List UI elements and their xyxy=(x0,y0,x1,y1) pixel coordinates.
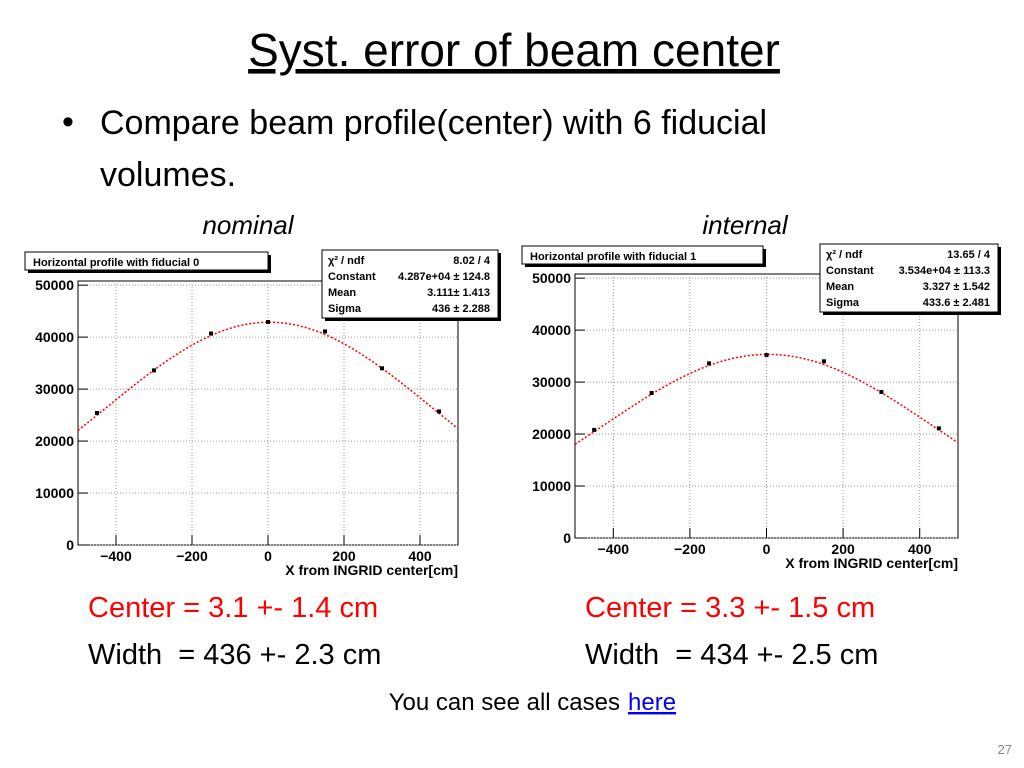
y-tick-label: 10000 xyxy=(532,478,571,494)
x-tick-label: −200 xyxy=(176,548,208,564)
stats-name: Constant xyxy=(328,271,376,283)
result-width: Width = 434 +- 2.5 cm xyxy=(585,639,878,671)
stats-box xyxy=(321,249,499,319)
stats-value: 3.534e+04 ± 113.3 xyxy=(899,265,990,277)
data-point xyxy=(649,391,654,396)
data-point xyxy=(936,426,941,431)
data-point xyxy=(266,320,270,325)
bullet-text: volumes. xyxy=(100,156,236,194)
data-point xyxy=(437,409,441,414)
stats-value: 3.327 ± 1.542 xyxy=(923,281,990,293)
footer-link[interactable]: here xyxy=(628,689,676,716)
data-point xyxy=(323,329,327,334)
x-tick-label: −200 xyxy=(674,541,706,557)
y-tick-label: 50000 xyxy=(35,277,74,293)
data-point xyxy=(764,353,769,358)
chart-title: Horizontal profile with fiducial 1 xyxy=(530,251,696,263)
stats-value: 8.02 / 4 xyxy=(453,255,491,267)
bullet-text: Compare beam profile(center) with 6 fidu… xyxy=(100,104,767,142)
y-tick-label: 0 xyxy=(563,530,571,546)
stats-name: Sigma xyxy=(328,303,362,315)
result-center: Center = 3.1 +- 1.4 cm xyxy=(88,592,378,624)
stats-box xyxy=(819,243,999,313)
x-tick-label: −400 xyxy=(598,541,630,557)
x-tick-label: −400 xyxy=(100,548,132,564)
stats-value: 4.287e+04 ± 124.8 xyxy=(398,271,490,283)
x-tick-label: 200 xyxy=(831,541,855,557)
fit-curve xyxy=(77,321,459,432)
stats-name: χ² / ndf xyxy=(328,255,365,267)
stats-value: 433.6 ± 2.481 xyxy=(923,297,990,309)
x-tick-label: 400 xyxy=(908,541,932,557)
title-box xyxy=(521,245,764,265)
stats-name: Constant xyxy=(826,265,874,277)
data-point xyxy=(152,368,156,373)
y-tick-label: 20000 xyxy=(532,426,571,442)
y-tick-label: 50000 xyxy=(532,270,571,286)
y-tick-label: 0 xyxy=(66,537,74,553)
x-tick-label: 200 xyxy=(332,548,356,564)
data-point xyxy=(592,427,597,432)
y-tick-label: 20000 xyxy=(35,433,74,449)
title-box xyxy=(24,251,269,271)
x-axis-label: X from INGRID center[cm] xyxy=(285,562,458,578)
data-point xyxy=(707,361,712,366)
result-width: Width = 436 +- 2.3 cm xyxy=(88,639,381,671)
y-tick-label: 30000 xyxy=(532,374,571,390)
y-tick-label: 40000 xyxy=(532,322,571,338)
stats-value: 13.65 / 4 xyxy=(947,249,991,261)
bullet-dot: • xyxy=(62,103,74,141)
x-tick-label: 400 xyxy=(408,548,432,564)
result-center: Center = 3.3 +- 1.5 cm xyxy=(585,592,875,624)
data-point xyxy=(879,389,884,394)
data-point xyxy=(380,366,384,371)
y-tick-label: 10000 xyxy=(35,485,74,501)
chart-subtitle: internal xyxy=(702,210,788,240)
stats-name: Mean xyxy=(826,281,854,293)
fit-curve xyxy=(574,353,959,446)
stats-value: 436 ± 2.288 xyxy=(432,303,490,315)
y-tick-label: 40000 xyxy=(35,329,74,345)
x-axis-label: X from INGRID center[cm] xyxy=(785,555,958,571)
slide-title: Syst. error of beam center xyxy=(248,24,780,76)
data-point xyxy=(209,331,213,336)
x-tick-label: 0 xyxy=(763,541,771,557)
x-tick-label: 0 xyxy=(264,548,272,564)
footer-text: You can see all cases xyxy=(389,689,620,716)
data-point xyxy=(95,411,99,415)
stats-name: Mean xyxy=(328,287,356,299)
stats-name: Sigma xyxy=(826,297,860,309)
stats-value: 3.111± 1.413 xyxy=(427,287,490,299)
y-tick-label: 30000 xyxy=(35,381,74,397)
page-number: 27 xyxy=(998,742,1012,757)
stats-name: χ² / ndf xyxy=(826,249,863,261)
chart-title: Horizontal profile with fiducial 0 xyxy=(33,257,199,269)
data-point xyxy=(821,359,826,364)
chart-subtitle: nominal xyxy=(202,210,294,240)
